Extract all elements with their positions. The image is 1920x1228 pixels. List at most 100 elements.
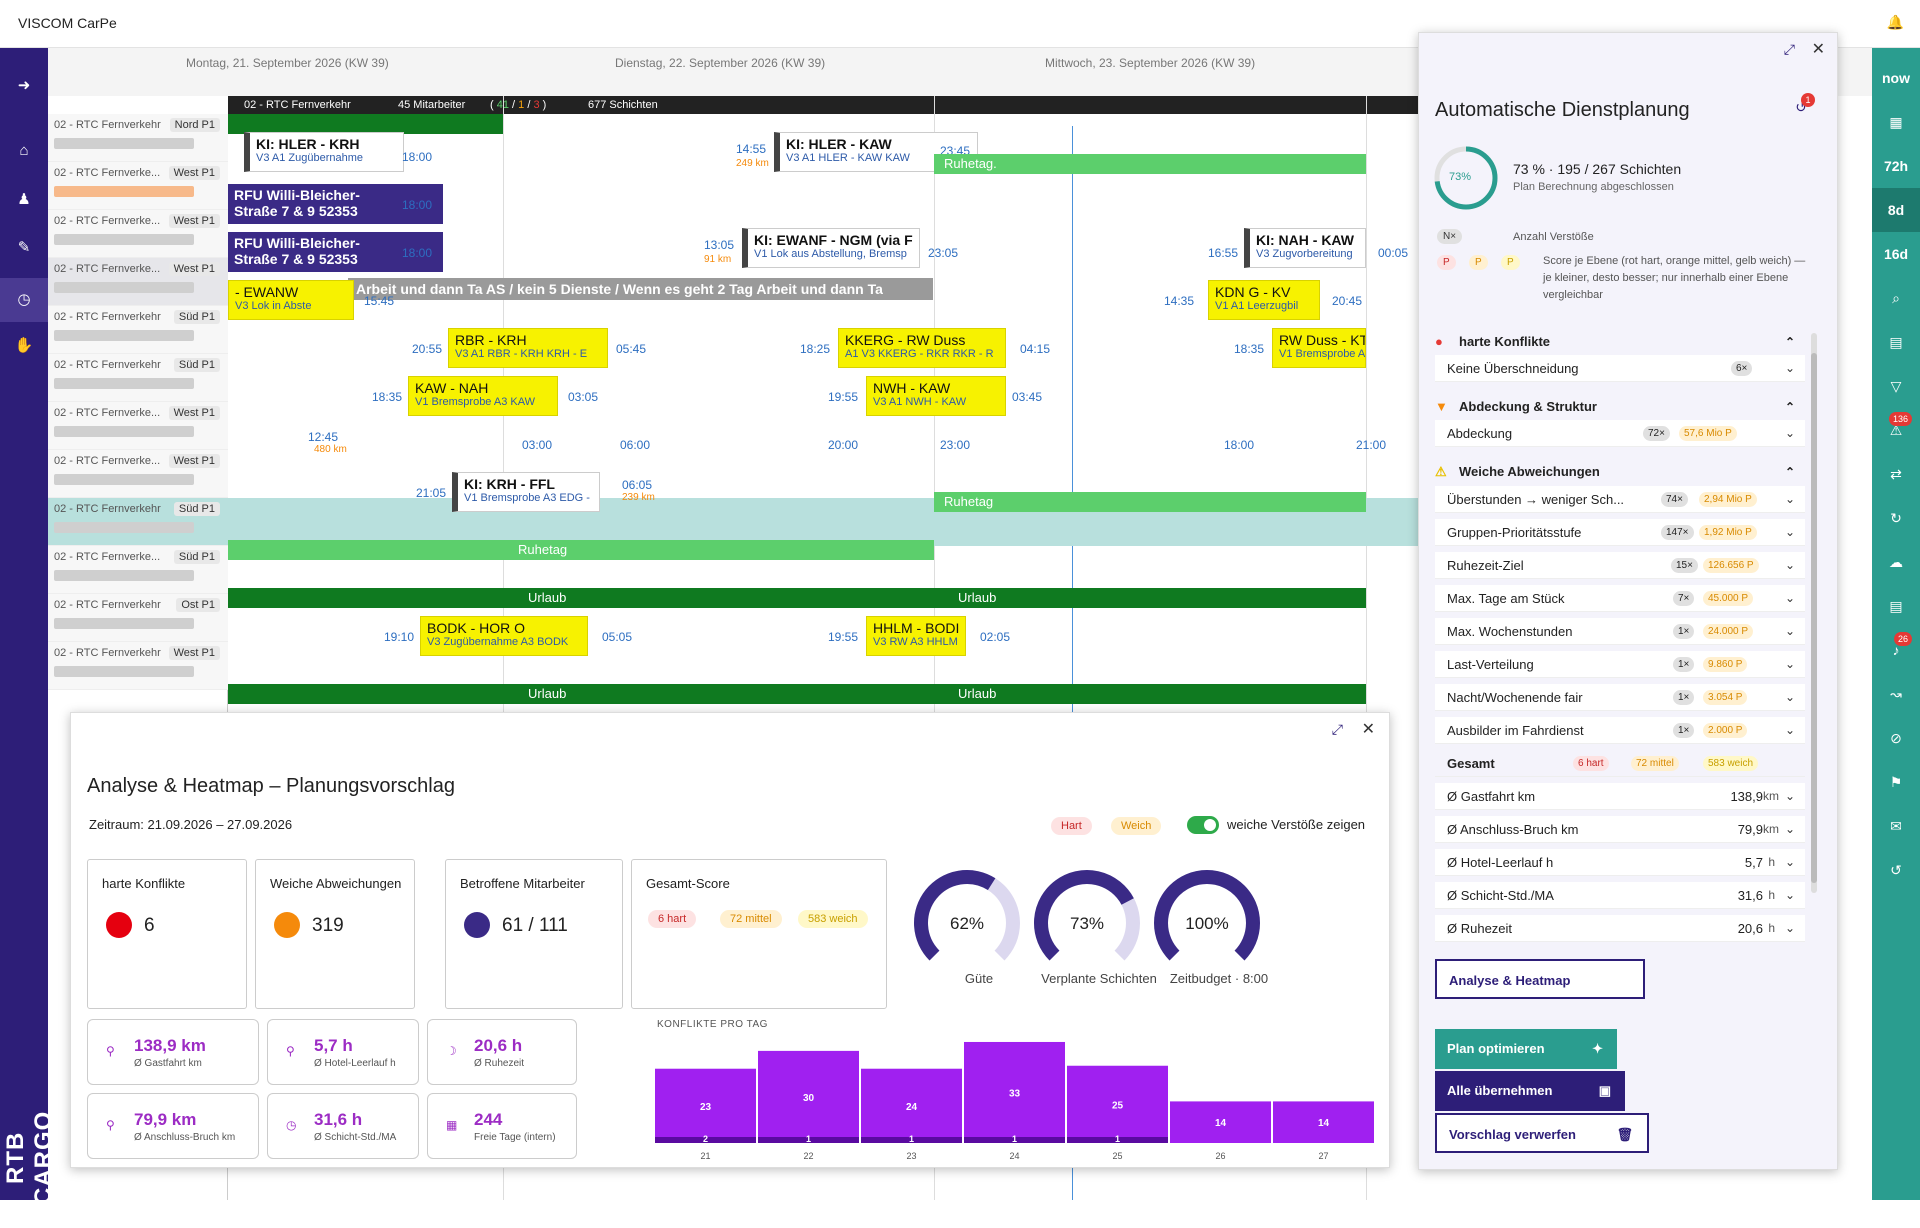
home-icon[interactable]: ⌂ — [19, 142, 29, 159]
hide-icon[interactable]: ⊘ — [1890, 730, 1902, 746]
filter-weich-tag[interactable]: Weich — [1111, 817, 1162, 835]
flag-icon[interactable]: ⚑ — [1889, 774, 1903, 790]
employee-row[interactable]: 02 - RTC Fernverkehr Nord P1 — [48, 114, 228, 162]
bar-soft-23[interactable] — [861, 1068, 962, 1143]
shift-card[interactable]: BODK - HOR O V3 Zugübernahme A3 BODK — [420, 616, 588, 656]
soft-violations-toggle[interactable] — [1187, 816, 1219, 834]
optimize-plan-button[interactable]: Plan optimieren ✦ — [1435, 1029, 1617, 1069]
average-row[interactable]: Ø Hotel-Leerlauf h 5,7 h ⌄ — [1435, 849, 1805, 876]
bar-soft-22[interactable] — [758, 1050, 859, 1143]
criterion-row[interactable]: Keine Überschneidung 6× ⌄ — [1435, 355, 1805, 382]
section-hard-conflicts[interactable]: ● harte Konflikte ⌃ — [1435, 329, 1805, 355]
criterion-row[interactable]: Ruhezeit-Ziel 15× 126.656 P ⌄ — [1435, 552, 1805, 579]
view-16d[interactable]: 16d — [1883, 246, 1909, 262]
view-now[interactable]: now — [1882, 70, 1910, 86]
criterion-row[interactable]: Max. Wochenstunden 1× 24.000 P ⌄ — [1435, 618, 1805, 645]
notification-bell-icon[interactable]: 🔔 — [1886, 14, 1904, 30]
document-icon[interactable]: ▤ — [1889, 598, 1903, 614]
employee-row[interactable]: 02 - RTC Fernverkehr West P1 — [48, 642, 228, 690]
close-icon[interactable]: ✕ — [1811, 41, 1825, 58]
criterion-row[interactable]: Ausbilder im Fahrdienst 1× 2.000 P ⌄ — [1435, 717, 1805, 744]
criterion-row[interactable]: Max. Tage am Stück 7× 45.000 P ⌄ — [1435, 585, 1805, 612]
average-row[interactable]: Ø Ruhezeit 20,6 h ⌄ — [1435, 915, 1805, 942]
bar-hard-23[interactable] — [861, 1137, 962, 1143]
employee-row[interactable]: 02 - RTC Fernverkehr Süd P1 — [48, 306, 228, 354]
bar-soft-25[interactable] — [1067, 1065, 1168, 1143]
shift-card[interactable]: NWH - KAW V3 A1 NWH - KAW — [866, 376, 1006, 416]
calendar-edit-icon[interactable]: ▤ — [1889, 334, 1903, 350]
expand-arrow-icon[interactable]: ➜ — [17, 77, 31, 94]
shift-card[interactable]: RBR - KRH V3 A1 RBR - KRH KRH - E — [448, 328, 608, 368]
shift-card[interactable]: KDN G - KV V1 A1 Leerzugbil — [1208, 280, 1320, 320]
expand-icon[interactable]: ⤢ — [1783, 41, 1795, 57]
people-icon[interactable]: ♟ — [17, 191, 31, 208]
employee-row[interactable]: 02 - RTC Fernverkehr Ost P1 — [48, 594, 228, 642]
close-icon[interactable]: ✕ — [1361, 721, 1375, 738]
shift-card[interactable]: KI: HLER - KRH V3 A1 Zugübernahme — [244, 132, 404, 172]
shift-card[interactable]: HHLM - BODI V3 RW A3 HHLM — [866, 616, 966, 656]
section-coverage[interactable]: ▼ Abdeckung & Struktur ⌃ — [1435, 394, 1805, 420]
employee-row[interactable]: 02 - RTC Fernverke... West P1 — [48, 402, 228, 450]
shift-card[interactable]: KAW - NAH V1 Bremsprobe A3 KAW — [408, 376, 558, 416]
urlaub-block[interactable] — [228, 588, 1366, 608]
sync-icon[interactable]: ↻ — [1890, 510, 1902, 526]
view-8d[interactable]: 8d — [1872, 188, 1920, 232]
bar-hard-22[interactable] — [758, 1137, 859, 1143]
warning-icon[interactable]: ⚠ 136 — [1872, 408, 1920, 452]
shift-card[interactable]: KI: NAH - KAW V3 Zugvorbereitung — [1244, 228, 1366, 268]
shift-card[interactable]: KKERG - RW Duss A1 V3 KKERG - RKR RKR - R — [838, 328, 1006, 368]
urlaub-block[interactable] — [228, 684, 1366, 704]
urlaub-block[interactable] — [228, 114, 503, 134]
mail-icon[interactable]: ✉ — [1890, 818, 1902, 834]
shift-card[interactable]: KI: KRH - FFL V1 Bremsprobe A3 EDG - — [452, 472, 600, 512]
search-icon[interactable]: ⌕ — [1892, 290, 1900, 306]
employee-row[interactable]: 02 - RTC Fernverke... West P1 — [48, 450, 228, 498]
shift-card[interactable]: - EWANW V3 Lok in Abste — [228, 280, 354, 320]
view-72h[interactable]: 72h — [1883, 158, 1909, 174]
criteria-scrollbar[interactable] — [1811, 333, 1817, 893]
rfu-block[interactable]: RFU Willi-Bleicher-Straße 7 & 9 52353 — [228, 184, 443, 224]
employee-row[interactable]: 02 - RTC Fernverkehr Süd P1 — [48, 498, 228, 546]
bar-soft-21[interactable] — [655, 1068, 756, 1143]
bar-soft-24[interactable] — [964, 1041, 1065, 1143]
filter-hart-tag[interactable]: Hart — [1051, 817, 1092, 835]
employee-row[interactable]: 02 - RTC Fernverke... West P1 — [48, 162, 228, 210]
criterion-row[interactable]: Abdeckung 72× 57,6 Mio P ⌄ — [1435, 420, 1805, 447]
shift-card[interactable]: KI: EWANF - NGM (via F V1 Lok aus Abstell… — [742, 228, 920, 268]
criterion-row[interactable]: Überstunden → weniger Sch... 74× 2,94 Mio … — [1435, 486, 1805, 513]
hand-icon[interactable]: ✋ — [14, 337, 34, 354]
cloud-icon[interactable]: ☁ — [1889, 554, 1903, 570]
accept-all-button[interactable]: Alle übernehmen ▣ — [1435, 1071, 1625, 1111]
criterion-row[interactable]: Nacht/Wochenende fair 1× 3.054 P ⌄ — [1435, 684, 1805, 711]
history-icon[interactable]: ↺ — [1890, 862, 1902, 878]
bell-icon[interactable]: ♪ 26 — [1872, 628, 1920, 672]
analyse-heatmap-button[interactable]: Analyse & Heatmap — [1435, 959, 1645, 999]
ruhetag-block[interactable]: Ruhetag — [228, 540, 934, 560]
bar-soft-26[interactable] — [1170, 1101, 1271, 1143]
criterion-row[interactable]: Last-Verteilung 1× 9.860 P ⌄ — [1435, 651, 1805, 678]
bar-hard-21[interactable] — [655, 1137, 756, 1143]
average-row[interactable]: Ø Schicht-Std./MA 31,6 h ⌄ — [1435, 882, 1805, 909]
edit-icon[interactable]: ✎ — [17, 239, 31, 256]
section-soft[interactable]: ⚠ Weiche Abweichungen ⌃ — [1435, 459, 1805, 485]
bar-soft-27[interactable] — [1273, 1101, 1374, 1143]
employee-row[interactable]: 02 - RTC Fernverkehr Süd P1 — [48, 354, 228, 402]
filter-icon[interactable]: ▽ — [1890, 378, 1902, 394]
clock-icon[interactable]: ◷ — [0, 278, 48, 322]
ruhetag-block[interactable]: Ruhetag. — [934, 154, 1366, 174]
route-icon[interactable]: ↝ — [1890, 686, 1902, 702]
expand-icon[interactable]: ⤢ — [1331, 721, 1343, 737]
history-icon[interactable]: ↺ — [1795, 99, 1807, 115]
employee-row[interactable]: 02 - RTC Fernverke... West P1 — [48, 258, 228, 306]
shuffle-icon[interactable]: ⇄ — [1890, 466, 1902, 482]
average-row[interactable]: Ø Anschluss-Bruch km 79,9 km ⌄ — [1435, 816, 1805, 843]
average-row[interactable]: Ø Gastfahrt km 138,9 km ⌄ — [1435, 783, 1805, 810]
employee-row[interactable]: 02 - RTC Fernverke... West P1 — [48, 210, 228, 258]
bar-hard-24[interactable] — [964, 1137, 1065, 1143]
rfu-block[interactable]: RFU Willi-Bleicher-Straße 7 & 9 52353 — [228, 232, 443, 272]
bar-hard-25[interactable] — [1067, 1137, 1168, 1143]
ruhetag-block[interactable]: Ruhetag — [934, 492, 1366, 512]
discard-proposal-button[interactable]: Vorschlag verwerfen 🗑 — [1435, 1113, 1649, 1153]
employee-row[interactable]: 02 - RTC Fernverke... Süd P1 — [48, 546, 228, 594]
